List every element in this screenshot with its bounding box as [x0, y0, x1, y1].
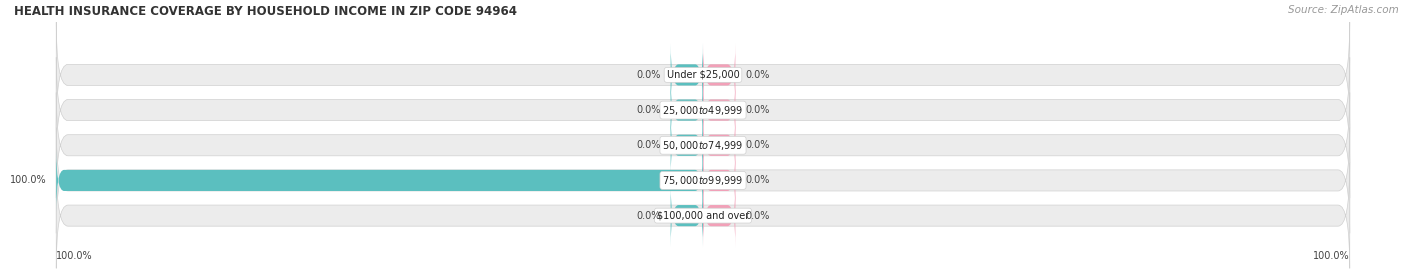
Text: 0.0%: 0.0%	[637, 70, 661, 80]
FancyBboxPatch shape	[703, 114, 735, 177]
Text: Under $25,000: Under $25,000	[666, 70, 740, 80]
FancyBboxPatch shape	[56, 149, 703, 212]
Text: 0.0%: 0.0%	[745, 105, 769, 115]
Text: $100,000 and over: $100,000 and over	[657, 211, 749, 221]
FancyBboxPatch shape	[671, 79, 703, 142]
Text: 100.0%: 100.0%	[1313, 250, 1350, 261]
Text: 0.0%: 0.0%	[745, 211, 769, 221]
FancyBboxPatch shape	[671, 43, 703, 107]
FancyBboxPatch shape	[671, 114, 703, 177]
FancyBboxPatch shape	[56, 163, 1350, 268]
Text: $50,000 to $74,999: $50,000 to $74,999	[662, 139, 744, 152]
Text: 0.0%: 0.0%	[745, 70, 769, 80]
Text: 0.0%: 0.0%	[637, 140, 661, 150]
Text: 100.0%: 100.0%	[10, 175, 46, 185]
FancyBboxPatch shape	[703, 43, 735, 107]
Text: Source: ZipAtlas.com: Source: ZipAtlas.com	[1288, 5, 1399, 15]
Text: 0.0%: 0.0%	[637, 105, 661, 115]
FancyBboxPatch shape	[56, 57, 1350, 163]
Text: 100.0%: 100.0%	[56, 250, 93, 261]
Text: 0.0%: 0.0%	[637, 211, 661, 221]
Text: $75,000 to $99,999: $75,000 to $99,999	[662, 174, 744, 187]
FancyBboxPatch shape	[703, 184, 735, 247]
FancyBboxPatch shape	[703, 79, 735, 142]
Text: 0.0%: 0.0%	[745, 175, 769, 185]
FancyBboxPatch shape	[671, 184, 703, 247]
FancyBboxPatch shape	[56, 128, 1350, 233]
FancyBboxPatch shape	[56, 22, 1350, 128]
Text: $25,000 to $49,999: $25,000 to $49,999	[662, 104, 744, 116]
Text: 0.0%: 0.0%	[745, 140, 769, 150]
FancyBboxPatch shape	[703, 149, 735, 212]
Text: HEALTH INSURANCE COVERAGE BY HOUSEHOLD INCOME IN ZIP CODE 94964: HEALTH INSURANCE COVERAGE BY HOUSEHOLD I…	[14, 5, 517, 18]
FancyBboxPatch shape	[56, 93, 1350, 198]
